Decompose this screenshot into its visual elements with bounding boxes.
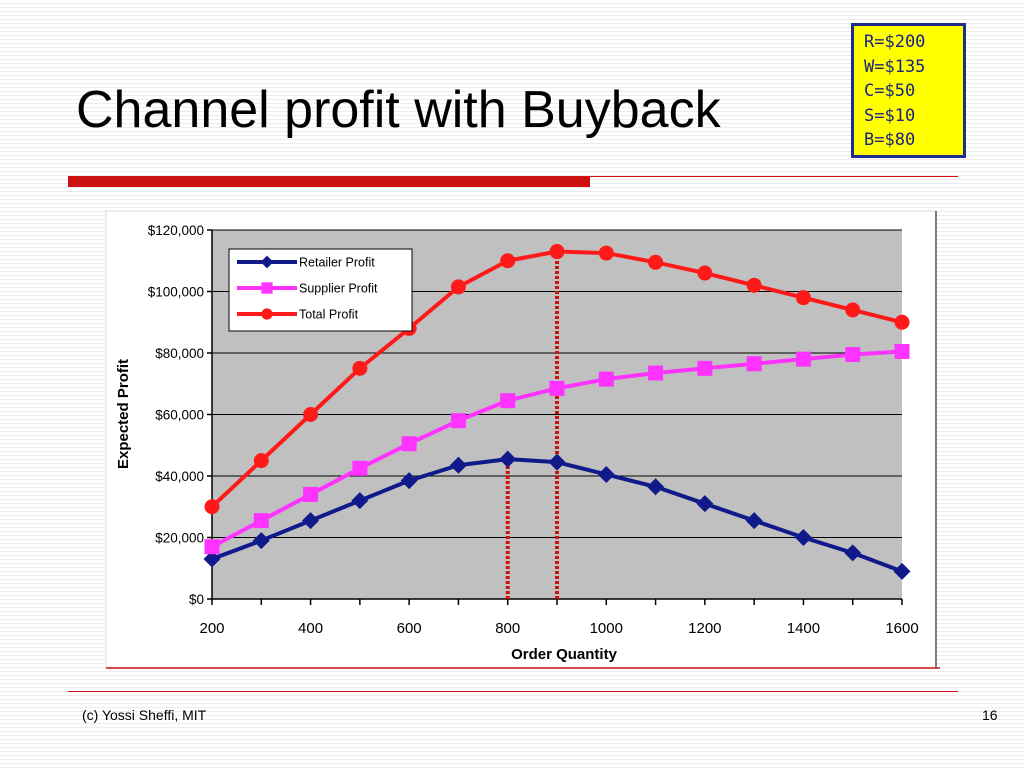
data-point bbox=[795, 351, 811, 367]
data-point bbox=[449, 456, 467, 474]
data-point bbox=[844, 544, 862, 562]
y-tick-label: $20,000 bbox=[155, 531, 204, 546]
param-buyback: B=$80 bbox=[864, 130, 916, 150]
data-point bbox=[261, 282, 273, 294]
data-point bbox=[795, 290, 811, 306]
data-point bbox=[401, 436, 417, 452]
data-point bbox=[648, 254, 664, 270]
footer-rule bbox=[68, 691, 958, 692]
legend: Retailer Profit Supplier Profit Total Prof… bbox=[228, 248, 413, 332]
data-point bbox=[549, 380, 565, 396]
legend-item: Retailer Profit bbox=[237, 256, 375, 270]
param-wholesale-price: W=$135 bbox=[864, 56, 926, 77]
parameters-box: R=$200 W=$135 C=$50 S=$10 B=$80 bbox=[851, 23, 966, 158]
page-number: 16 bbox=[982, 707, 998, 723]
x-tick-label: 800 bbox=[495, 620, 520, 637]
data-point bbox=[647, 478, 665, 496]
data-point bbox=[261, 308, 273, 320]
param-retail-price: R=$200 bbox=[864, 32, 926, 52]
data-point bbox=[252, 532, 270, 550]
data-point bbox=[893, 562, 911, 580]
series-supplier-profit bbox=[204, 343, 910, 555]
data-point bbox=[697, 265, 713, 281]
x-tick-label: 200 bbox=[199, 620, 224, 637]
data-point bbox=[253, 513, 269, 529]
data-point bbox=[352, 460, 368, 476]
data-point bbox=[352, 360, 368, 376]
series-total-profit bbox=[204, 244, 910, 515]
data-point bbox=[696, 495, 714, 513]
data-point bbox=[204, 539, 220, 555]
x-tick-label: 400 bbox=[298, 620, 323, 637]
param-cost: C=$50 bbox=[864, 81, 916, 101]
data-point bbox=[697, 360, 713, 376]
reference-lines bbox=[505, 251, 559, 599]
title-underline-bar bbox=[68, 176, 590, 187]
y-axis-label: Expected Profit bbox=[115, 359, 132, 469]
data-point bbox=[204, 499, 220, 515]
y-tick-label: $60,000 bbox=[155, 408, 204, 423]
data-point bbox=[400, 472, 418, 490]
data-point bbox=[598, 245, 614, 261]
data-point bbox=[597, 465, 615, 483]
x-tick-label: 1600 bbox=[885, 620, 918, 637]
data-point bbox=[450, 279, 466, 295]
y-tick-label: $0 bbox=[189, 592, 204, 607]
legend-label: Total Profit bbox=[299, 308, 359, 322]
data-point bbox=[500, 253, 516, 269]
param-salvage: S=$10 bbox=[864, 105, 916, 126]
data-point bbox=[894, 343, 910, 359]
footer-credit: (c) Yossi Sheffi, MIT bbox=[82, 707, 207, 723]
data-point bbox=[549, 244, 565, 260]
x-tick-label: 1000 bbox=[590, 620, 623, 637]
data-point bbox=[253, 453, 269, 469]
x-tick-label: 600 bbox=[397, 620, 422, 637]
series-retailer-profit bbox=[203, 450, 911, 580]
data-point bbox=[548, 453, 566, 471]
data-point bbox=[845, 302, 861, 318]
title-underline-rule bbox=[590, 176, 958, 177]
y-tick-label: $40,000 bbox=[155, 469, 204, 484]
y-tick-labels: $0 $20,000 $40,000 $60,000 $80,000 $100,000 $1… bbox=[148, 223, 204, 607]
data-point bbox=[450, 413, 466, 429]
data-point bbox=[303, 486, 319, 502]
data-point bbox=[500, 393, 516, 409]
data-point bbox=[499, 450, 517, 468]
data-point bbox=[746, 356, 762, 372]
x-tick-label: 1400 bbox=[787, 620, 820, 637]
data-point bbox=[203, 550, 221, 568]
legend-item: Total Profit bbox=[237, 308, 359, 322]
data-point bbox=[845, 347, 861, 363]
data-point bbox=[302, 512, 320, 530]
data-point bbox=[745, 512, 763, 530]
y-tick-label: $100,000 bbox=[148, 285, 204, 300]
y-tick-label: $80,000 bbox=[155, 346, 204, 361]
data-point bbox=[648, 365, 664, 381]
x-tick-labels: 200 400 600 800 1000 1200 1400 1600 bbox=[199, 620, 918, 637]
data-point bbox=[894, 314, 910, 330]
legend-label: Supplier Profit bbox=[299, 282, 378, 296]
data-point bbox=[260, 255, 274, 269]
data-point bbox=[746, 277, 762, 293]
data-point bbox=[303, 407, 319, 422]
data-point bbox=[598, 371, 614, 387]
x-axis-label: Order Quantity bbox=[511, 646, 618, 663]
data-point bbox=[351, 492, 369, 510]
legend-label: Retailer Profit bbox=[299, 256, 375, 270]
legend-item: Supplier Profit bbox=[237, 282, 378, 296]
data-point bbox=[794, 529, 812, 546]
slide-title: Channel profit with Buyback bbox=[76, 81, 721, 139]
x-tick-label: 1200 bbox=[688, 620, 721, 637]
series-group bbox=[203, 244, 911, 580]
y-tick-label: $120,000 bbox=[148, 223, 204, 238]
